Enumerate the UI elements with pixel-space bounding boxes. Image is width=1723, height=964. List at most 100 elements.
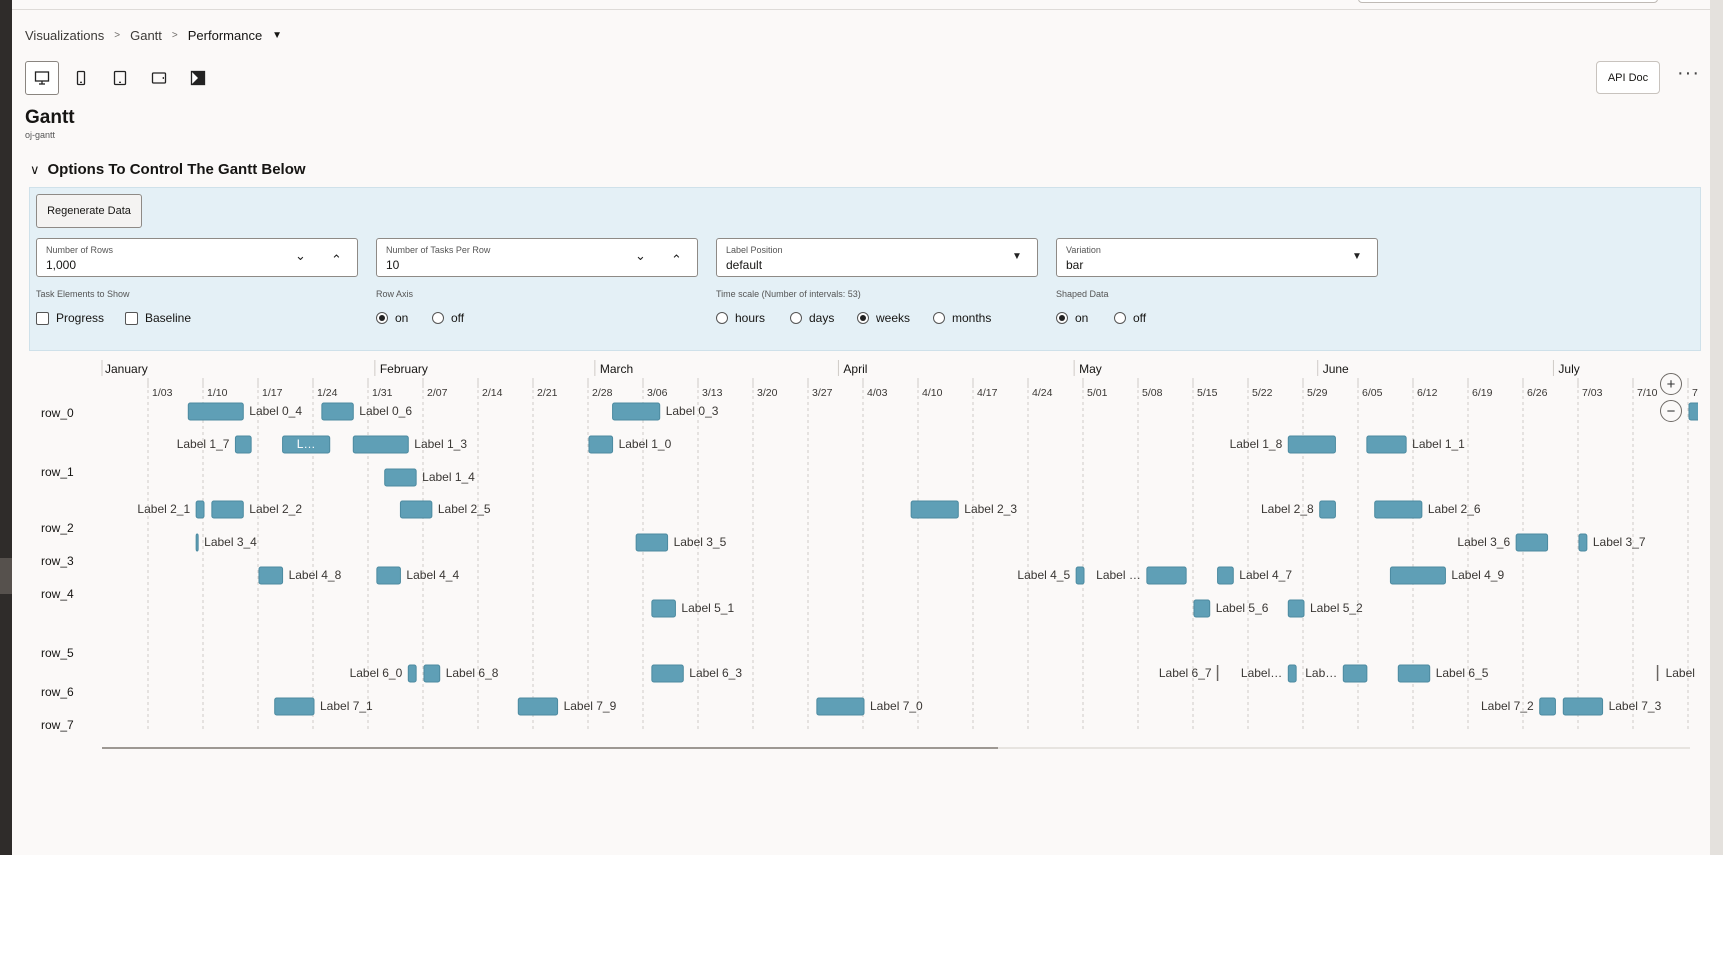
radio-button[interactable]: [790, 312, 802, 324]
caret-down-icon[interactable]: ▼: [272, 30, 283, 41]
desktop-view-button[interactable]: [25, 61, 59, 95]
task-bar: [1578, 533, 1588, 552]
zoom-in-button[interactable]: +: [1660, 373, 1682, 395]
row-label: row_3: [41, 554, 74, 568]
week-label: 6/26: [1527, 387, 1548, 399]
radio-button[interactable]: [857, 312, 869, 324]
baseline-checkbox[interactable]: Baseline: [125, 311, 191, 325]
task-bar: [910, 500, 959, 519]
api-doc-button[interactable]: API Doc: [1596, 61, 1660, 94]
chevron-up-icon[interactable]: ⌃: [331, 252, 342, 267]
task-bar: [1319, 500, 1336, 519]
task-label: Label 6_1: [1666, 666, 1698, 680]
task-label: Label 2_8: [1261, 502, 1314, 516]
week-label: 2/21: [537, 387, 558, 399]
shaped-data-off-radio[interactable]: off: [1114, 311, 1146, 325]
task-bar: [399, 500, 433, 519]
task-bar: [1075, 566, 1085, 585]
number-of-rows-field[interactable]: Number of Rows 1,000 ⌄ ⌃: [36, 238, 358, 277]
task-bar: [211, 500, 244, 519]
time-scale-weeks-radio[interactable]: weeks: [857, 311, 910, 325]
tablet-landscape-view-button[interactable]: [142, 61, 176, 95]
checkbox-box[interactable]: [36, 311, 49, 325]
task-label: Label 7_9: [564, 699, 617, 713]
radio-button[interactable]: [933, 312, 945, 324]
variation-select[interactable]: Variation bar ▼: [1056, 238, 1378, 277]
task-label: Label 1_1: [1412, 437, 1465, 451]
regenerate-data-button[interactable]: Regenerate Data: [36, 194, 142, 228]
search-input[interactable]: [1358, 0, 1658, 3]
chevron-down-icon[interactable]: ⌄: [635, 248, 646, 263]
task-bar: [1146, 566, 1187, 585]
task-bar: [1539, 697, 1556, 716]
task-bar: [282, 435, 331, 454]
field-value[interactable]: 10: [386, 258, 400, 272]
options-collapsible-header[interactable]: ∨ Options To Control The Gantt Below: [30, 161, 306, 178]
theme-contrast-button[interactable]: [181, 61, 215, 95]
radio-button[interactable]: [432, 312, 444, 324]
breadcrumb-current[interactable]: Performance: [187, 28, 263, 43]
task-bar: [1287, 435, 1336, 454]
row-axis-on-radio[interactable]: on: [376, 311, 408, 325]
week-label: 5/15: [1197, 387, 1218, 399]
phone-view-button[interactable]: [64, 61, 98, 95]
progress-checkbox[interactable]: Progress: [36, 311, 104, 325]
radio-button[interactable]: [376, 312, 388, 324]
task-bar: [1287, 599, 1305, 618]
time-scale-months-radio[interactable]: months: [933, 311, 991, 325]
time-scale-days-radio[interactable]: days: [790, 311, 834, 325]
task-bar: [384, 468, 417, 487]
task-bar: [352, 435, 409, 454]
week-label: 4/10: [922, 387, 943, 399]
time-scale-hours-radio[interactable]: hours: [716, 311, 765, 325]
task-bar: [816, 697, 865, 716]
caret-down-icon[interactable]: ▼: [1352, 251, 1362, 262]
week-label: 2/14: [482, 387, 503, 399]
radio-label: on: [1075, 311, 1089, 325]
week-label: 4/24: [1032, 387, 1053, 399]
tablet-portrait-view-button[interactable]: [103, 61, 137, 95]
gantt-chart[interactable]: January February March April May June July 1/03…: [30, 360, 1721, 785]
radio-button[interactable]: [716, 312, 728, 324]
week-label: 5/22: [1252, 387, 1273, 399]
chevron-down-icon[interactable]: ⌄: [295, 248, 306, 263]
task-bar: [517, 697, 559, 716]
task-label: Lab…: [1305, 666, 1337, 680]
week-label: 2/28: [592, 387, 613, 399]
radio-button[interactable]: [1056, 312, 1068, 324]
radio-button[interactable]: [1114, 312, 1126, 324]
page-scrollbar[interactable]: [1710, 0, 1723, 855]
label-position-select[interactable]: Label Position default ▼: [716, 238, 1038, 277]
field-value[interactable]: 1,000: [46, 258, 77, 272]
theme-contrast-icon: [190, 70, 206, 86]
breadcrumb-visualizations[interactable]: Visualizations: [25, 28, 105, 43]
shaped-data-on-radio[interactable]: on: [1056, 311, 1088, 325]
task-bar: [234, 435, 252, 454]
task-bar: [195, 533, 199, 552]
month-label: April: [843, 362, 867, 376]
caret-down-icon[interactable]: ▼: [1012, 251, 1022, 262]
chevron-up-icon[interactable]: ⌃: [671, 252, 682, 267]
week-label: 1/17: [262, 387, 283, 399]
task-bar: [1397, 664, 1431, 683]
row-axis-off-radio[interactable]: off: [432, 311, 464, 325]
breadcrumb-gantt[interactable]: Gantt: [130, 28, 162, 43]
task-bar: [376, 566, 401, 585]
task-label: Label 2_3: [964, 502, 1017, 516]
zoom-out-button[interactable]: −: [1660, 400, 1682, 422]
radio-label: weeks: [876, 311, 911, 325]
sidebar-collapse-handle[interactable]: [0, 558, 12, 594]
week-label: 7/17: [1692, 387, 1698, 399]
checkbox-box[interactable]: [125, 311, 138, 325]
week-label: 6/12: [1417, 387, 1438, 399]
more-options-icon[interactable]: ···: [1677, 62, 1700, 84]
week-label: 3/06: [647, 387, 668, 399]
task-label: Label 4_8: [289, 568, 342, 582]
row-axis-label: Row Axis: [376, 289, 414, 299]
task-label: Label 6_7: [1159, 666, 1212, 680]
task-label: Label 1_3: [414, 437, 467, 451]
breadcrumb-separator: >: [171, 30, 178, 41]
radio-label: on: [395, 311, 409, 325]
tasks-per-row-field[interactable]: Number of Tasks Per Row 10 ⌄ ⌃: [376, 238, 698, 277]
week-label: 1/03: [152, 387, 173, 399]
